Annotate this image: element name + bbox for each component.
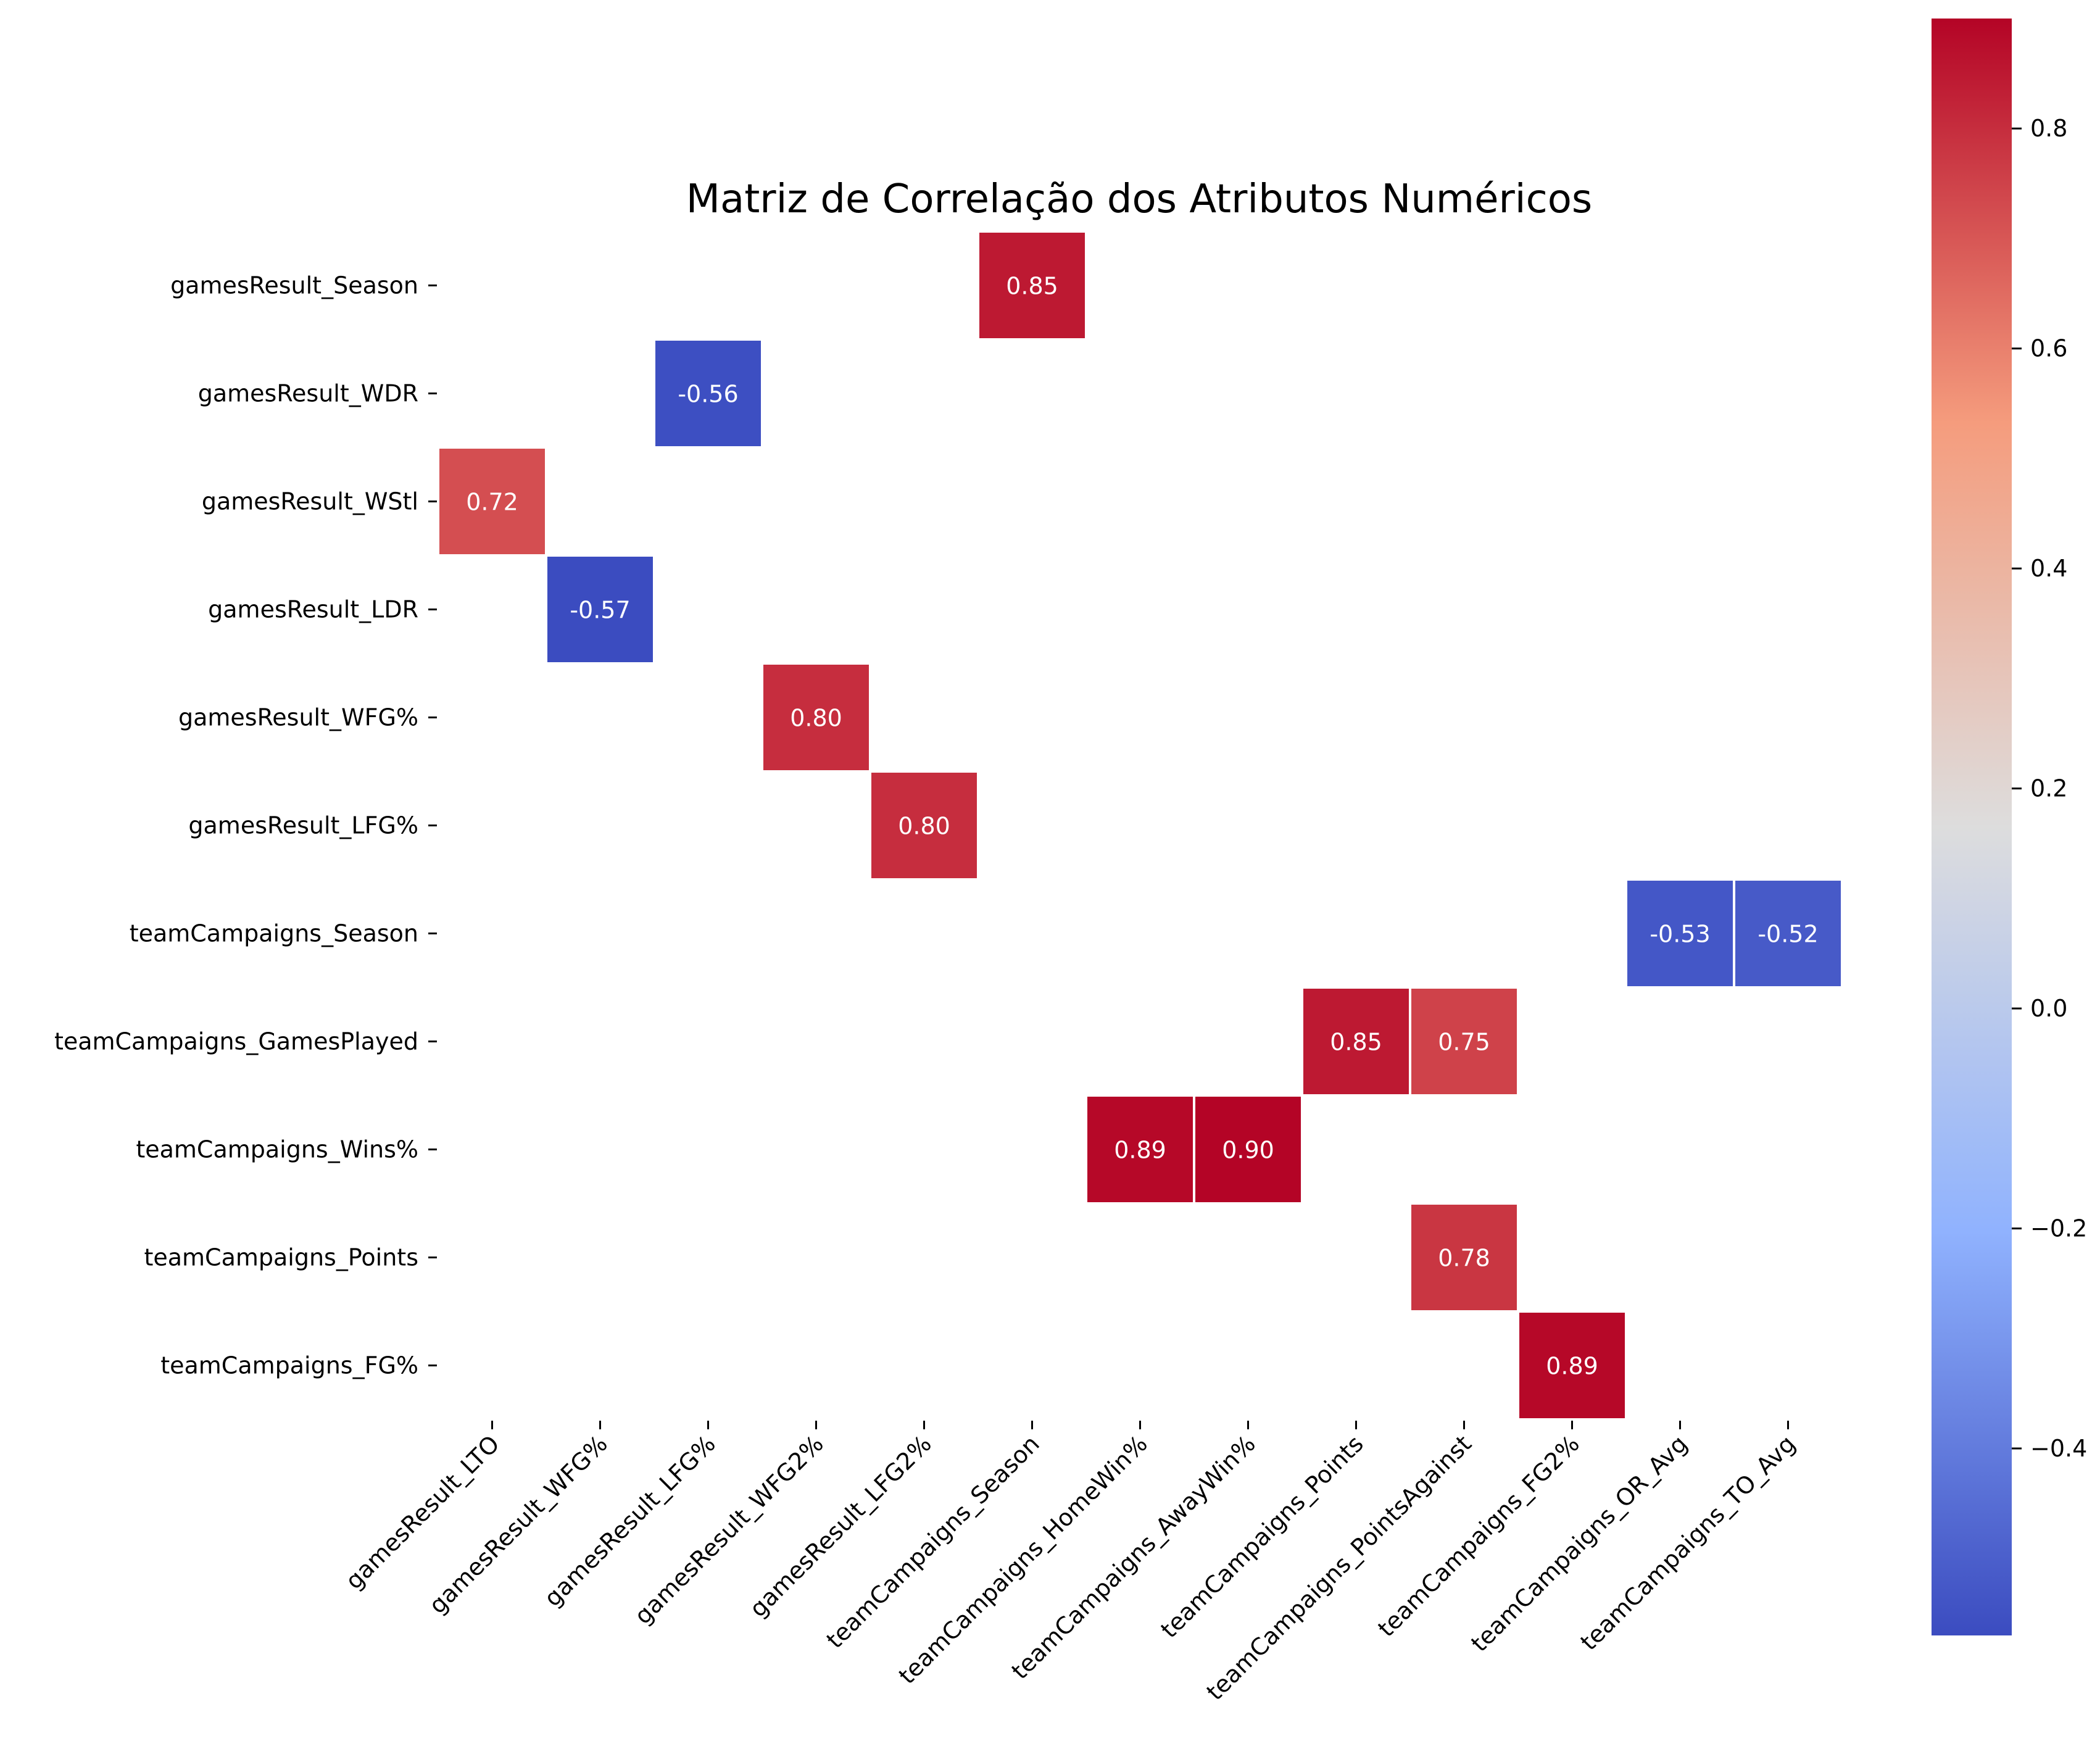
heatmap-cell: 0.75	[1409, 986, 1519, 1097]
heatmap-cell: 0.89	[1085, 1094, 1195, 1205]
row-label: gamesResult_WFG%	[178, 704, 418, 731]
row-label: teamCampaigns_Season	[130, 920, 418, 947]
row-label: teamCampaigns_GamesPlayed	[54, 1028, 418, 1055]
heatmap-cell: 0.90	[1193, 1094, 1303, 1205]
cell-value-label: -0.57	[570, 597, 630, 624]
heatmap-cell: -0.56	[653, 338, 763, 449]
heatmap-cell-rect	[1409, 1202, 1519, 1313]
heatmap-cell-rect	[1517, 1310, 1627, 1421]
heatmap-cell-rect	[437, 446, 547, 557]
heatmap-cell-rect	[1193, 1094, 1303, 1205]
cell-value-label: 0.80	[790, 705, 842, 732]
heatmap-cells: 0.85 -0.56 0.72 -0.57 0.80 0.80 -0.53 -0.52 0.85…	[437, 230, 1843, 1421]
cell-value-label: -0.56	[678, 381, 738, 408]
colorbar-tick-label: 0.6	[2030, 335, 2067, 362]
cell-value-label: 0.85	[1330, 1029, 1382, 1056]
colorbar-tick-label: −0.4	[2030, 1435, 2087, 1462]
row-label: gamesResult_WStl	[202, 488, 418, 515]
chart-title: Matriz de Correlação dos Atributos Numér…	[686, 177, 1593, 222]
heatmap-cell: -0.52	[1733, 878, 1843, 989]
column-label: teamCampaigns_TO_Avg	[1575, 1430, 1800, 1655]
column-label: gamesResult_LFG2%	[744, 1430, 937, 1622]
column-labels: gamesResult_LTOgamesResult_WFG%gamesResu…	[340, 1421, 1801, 1706]
heatmap-cell: 0.78	[1409, 1202, 1519, 1313]
heatmap-cell: 0.89	[1517, 1310, 1627, 1421]
heatmap-cell-rect	[545, 554, 655, 665]
colorbar-tick-label: 0.2	[2030, 775, 2067, 802]
row-label: gamesResult_Season	[170, 272, 418, 299]
heatmap-cell: 0.85	[1301, 986, 1411, 1097]
colorbar-tick-label: 0.0	[2030, 995, 2067, 1022]
heatmap-cell: 0.80	[869, 770, 979, 881]
row-label: teamCampaigns_FG%	[160, 1352, 418, 1379]
row-label: gamesResult_WDR	[198, 380, 418, 407]
cell-value-label: 0.89	[1546, 1353, 1598, 1380]
cell-value-label: 0.78	[1438, 1245, 1490, 1272]
heatmap-cell-rect	[1409, 986, 1519, 1097]
colorbar-tick-label: 0.4	[2030, 555, 2067, 582]
column-label: teamCampaigns_OR_Avg	[1466, 1430, 1693, 1657]
cell-value-label: 0.89	[1114, 1137, 1166, 1164]
heatmap-cell: -0.53	[1625, 878, 1735, 989]
heatmap-cell: -0.57	[545, 554, 655, 665]
heatmap-cell: 0.80	[761, 662, 871, 773]
row-label: teamCampaigns_Wins%	[136, 1136, 418, 1163]
cell-value-label: 0.90	[1222, 1137, 1274, 1164]
cell-value-label: 0.72	[466, 489, 518, 516]
colorbar-tick-label: 0.8	[2030, 115, 2067, 142]
colorbar-tick-label: −0.2	[2030, 1215, 2087, 1242]
colorbar: −0.4 −0.2 0.0 0.2 0.4 0.6 0.8	[1932, 19, 2087, 1635]
row-labels: gamesResult_Season gamesResult_WDR gamesRe…	[54, 272, 437, 1379]
heatmap-cell-rect	[1301, 986, 1411, 1097]
heatmap-cell-rect	[1625, 878, 1735, 989]
heatmap-cell: 0.72	[437, 446, 547, 557]
cell-value-label: 0.80	[898, 813, 950, 840]
cell-value-label: -0.53	[1650, 921, 1710, 948]
heatmap-cell-rect	[653, 338, 763, 449]
colorbar-gradient	[1932, 19, 2012, 1635]
heatmap-cell-rect	[761, 662, 871, 773]
heatmap-cell: 0.85	[977, 230, 1087, 341]
cell-value-label: 0.75	[1438, 1029, 1490, 1056]
column-label: teamCampaigns_Season	[821, 1430, 1045, 1653]
row-label: gamesResult_LFG%	[188, 812, 418, 839]
heatmap-cell-rect	[869, 770, 979, 881]
column-label: teamCampaigns_FG2%	[1372, 1430, 1585, 1642]
heatmap-cell-rect	[1733, 878, 1843, 989]
column-label: gamesResult_WFG%	[424, 1430, 613, 1619]
heatmap-cell-rect	[977, 230, 1087, 341]
column-label: teamCampaigns_Points	[1155, 1430, 1368, 1643]
cell-value-label: 0.85	[1006, 273, 1058, 300]
column-label: gamesResult_WFG2%	[629, 1430, 829, 1629]
row-label: teamCampaigns_Points	[144, 1244, 418, 1271]
row-label: gamesResult_LDR	[208, 596, 418, 623]
cell-value-label: -0.52	[1758, 921, 1818, 948]
